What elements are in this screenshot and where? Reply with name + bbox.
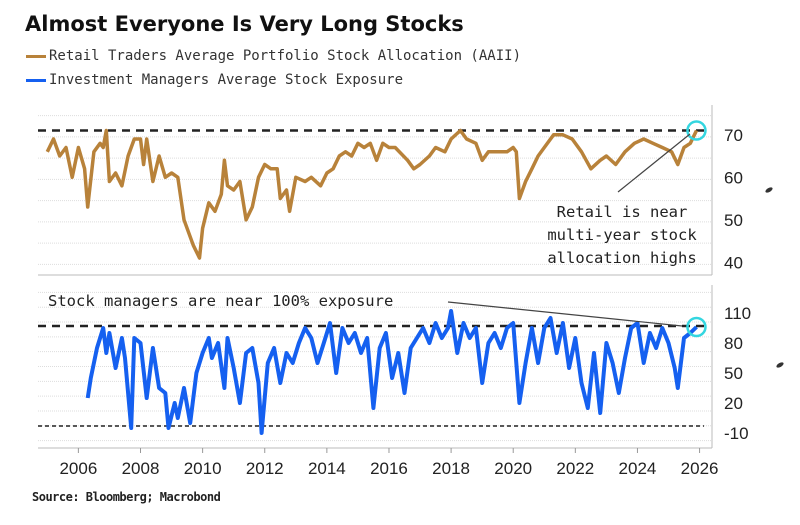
highlight-circle xyxy=(686,120,707,141)
y-tick-label: 70 xyxy=(724,126,743,145)
axis-link-icon xyxy=(776,362,784,368)
legend-swatch-retail xyxy=(26,54,46,58)
x-tick-label: 2016 xyxy=(370,459,408,478)
legend-swatch-managers xyxy=(26,78,46,82)
y-tick-label: 80 xyxy=(724,334,743,353)
x-tick-label: 2026 xyxy=(681,459,719,478)
chart-title: Almost Everyone Is Very Long Stocks xyxy=(25,12,464,36)
y-tick-label: 50 xyxy=(724,211,743,230)
annotation-retail-line3: allocation highs xyxy=(547,249,696,267)
y-tick-label: 20 xyxy=(724,394,743,413)
highlight-circle xyxy=(686,316,707,338)
axis-link-icon xyxy=(765,187,773,193)
y-tick-label: 40 xyxy=(724,253,743,272)
x-tick-label: 2006 xyxy=(59,459,97,478)
legend-label-managers: Investment Managers Average Stock Exposu… xyxy=(49,72,404,88)
x-tick-label: 2022 xyxy=(556,459,594,478)
y-tick-label: 50 xyxy=(724,364,743,383)
annotation-managers: Stock managers are near 100% exposure xyxy=(48,292,393,310)
series-line-retail xyxy=(45,128,699,260)
annotation-pointer-retail xyxy=(617,133,691,193)
x-tick-label: 2014 xyxy=(308,459,346,478)
x-tick-label: 2024 xyxy=(619,459,657,478)
annotation-retail-line2: multi-year stock xyxy=(547,226,697,244)
annotation-retail-line1: Retail is near xyxy=(557,203,688,221)
x-tick-label: 2018 xyxy=(432,459,470,478)
x-tick-label: 2012 xyxy=(246,459,284,478)
legend-item-retail: Retail Traders Average Portfolio Stock A… xyxy=(26,48,521,64)
annotation-pointer-managers xyxy=(447,301,683,327)
y-tick-label: -10 xyxy=(724,424,749,443)
x-tick-label: 2008 xyxy=(122,459,160,478)
y-tick-label: 110 xyxy=(724,304,751,323)
legend-label-retail: Retail Traders Average Portfolio Stock A… xyxy=(49,48,522,64)
y-tick-label: 60 xyxy=(724,168,743,187)
legend-item-managers: Investment Managers Average Stock Exposu… xyxy=(26,72,403,88)
x-tick-label: 2010 xyxy=(184,459,222,478)
x-tick-label: 2020 xyxy=(494,459,532,478)
source-note: Source: Bloomberg; Macrobond xyxy=(32,490,221,504)
series-line-managers xyxy=(85,309,698,435)
